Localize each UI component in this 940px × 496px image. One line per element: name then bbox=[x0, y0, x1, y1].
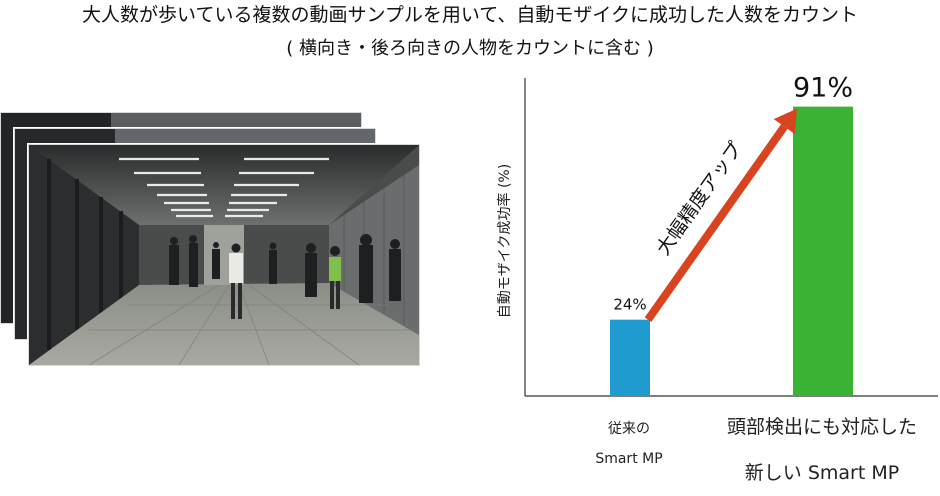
improvement-arrow-shaft bbox=[644, 124, 788, 322]
page-title-line1: 大人数が歩いている複数の動画サンプルを用いて、自動モザイクに成功した人数をカウン… bbox=[82, 4, 858, 26]
data-label-legacy: 24% bbox=[613, 296, 646, 314]
x-category-label-legacy-line2: Smart MP bbox=[595, 451, 663, 467]
page-subtitle: ( 横向き・後ろ向きの人物をカウントに含む ) bbox=[286, 38, 654, 59]
data-label-new: 91% bbox=[793, 73, 853, 104]
x-category-label-new-line2: 新しい Smart MP bbox=[744, 462, 900, 484]
improvement-arrow-head bbox=[773, 108, 797, 135]
photo-stack bbox=[0, 112, 420, 372]
x-category-label-legacy: 従来の Smart MP bbox=[574, 414, 684, 474]
bar-chart: 自動モザイク成功率 (%) 大幅精度アップ 24%91% bbox=[496, 73, 938, 397]
bar-new-smart-mp bbox=[793, 106, 853, 396]
bar-legacy-smart-mp bbox=[610, 319, 650, 396]
x-category-label-new: 頭部検出にも対応した 新しい Smart MP bbox=[702, 404, 940, 496]
x-category-label-legacy-line1: 従来の bbox=[608, 421, 650, 437]
y-axis-label: 自動モザイク成功率 (%) bbox=[496, 164, 513, 318]
x-category-label-new-line1: 頭部検出にも対応した bbox=[726, 416, 917, 438]
photo-frame-front bbox=[28, 144, 420, 366]
subway-passage-crowd-photo bbox=[29, 145, 419, 365]
